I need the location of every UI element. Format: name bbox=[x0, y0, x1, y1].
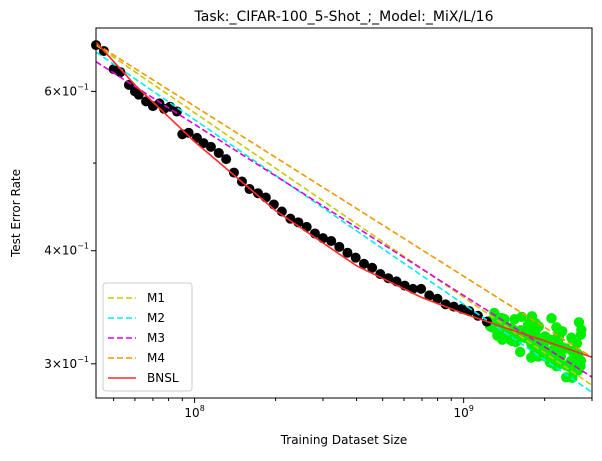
x-tick-label: 108 bbox=[184, 404, 204, 420]
x-tick-label: 109 bbox=[453, 404, 473, 420]
legend-label-bnsl: BNSL bbox=[147, 371, 179, 385]
legend-label-m4: M4 bbox=[147, 351, 165, 365]
train-point bbox=[301, 221, 312, 232]
legend-box bbox=[102, 282, 193, 392]
train-point bbox=[416, 283, 427, 294]
series-line-m4 bbox=[95, 43, 593, 358]
chart-title: Task:_CIFAR-100_5-Shot_;_Model:_MiX/L/16 bbox=[194, 9, 494, 25]
legend-label-m1: M1 bbox=[147, 291, 165, 305]
legend: M1 M2 M3 M4 BNSL bbox=[102, 282, 193, 392]
y-tick-label: 6×10−1 bbox=[44, 82, 89, 98]
train-point bbox=[183, 127, 194, 138]
train-point bbox=[252, 188, 263, 199]
y-tick-label: 4×10−1 bbox=[44, 242, 89, 258]
y-tick-label: 3×10−1 bbox=[44, 355, 89, 371]
test-point bbox=[571, 338, 583, 349]
train-point bbox=[342, 247, 353, 258]
train-point bbox=[464, 306, 475, 317]
train-point bbox=[424, 290, 435, 301]
train-point bbox=[334, 241, 345, 252]
series-line-m1 bbox=[95, 44, 593, 386]
test-point bbox=[516, 311, 527, 323]
series-line-m2 bbox=[95, 51, 593, 393]
train-point bbox=[326, 236, 337, 247]
test-point bbox=[494, 329, 506, 340]
train-point bbox=[358, 258, 369, 269]
test-point bbox=[561, 372, 572, 383]
series-line-bnsl bbox=[95, 41, 593, 359]
plot-frame bbox=[95, 27, 593, 399]
legend-label-m2: M2 bbox=[147, 311, 165, 325]
legend-label-m3: M3 bbox=[147, 331, 165, 345]
y-axis-label: Test Error Rate bbox=[9, 169, 23, 258]
train-point bbox=[205, 141, 216, 152]
test-point bbox=[514, 346, 526, 358]
series-line-m3 bbox=[95, 61, 593, 378]
train-point bbox=[213, 147, 224, 158]
test-point bbox=[553, 328, 565, 339]
test-point bbox=[526, 321, 538, 333]
test-point bbox=[510, 336, 522, 348]
train-point bbox=[268, 199, 279, 210]
test-point bbox=[546, 313, 557, 324]
test-point bbox=[549, 343, 560, 355]
x-axis-label: Training Dataset Size bbox=[280, 433, 408, 447]
train-point bbox=[432, 293, 443, 304]
train-point bbox=[228, 167, 239, 178]
train-point bbox=[133, 89, 144, 100]
test-point bbox=[576, 324, 587, 335]
train-point bbox=[221, 154, 232, 165]
fit-lines-layer bbox=[95, 41, 593, 393]
train-point bbox=[260, 192, 271, 203]
train-point bbox=[123, 79, 134, 90]
train-point bbox=[367, 262, 378, 273]
train-point bbox=[285, 213, 296, 224]
test-point bbox=[571, 357, 583, 368]
train-point bbox=[350, 252, 361, 263]
